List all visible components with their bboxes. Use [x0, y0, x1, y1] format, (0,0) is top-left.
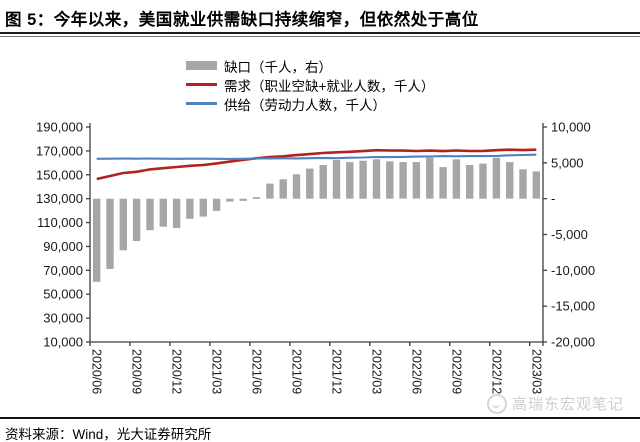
gap-bar	[492, 157, 501, 199]
right-axis-label: -10,000	[551, 263, 595, 278]
legend-item-demand: 需求（职业空缺+就业人数，千人）	[186, 75, 434, 94]
gap-bar	[239, 198, 247, 201]
gap-bar	[439, 167, 447, 199]
supply-line-swatch	[186, 102, 217, 105]
gap-bar	[93, 198, 101, 282]
x-axis-label: 2022/06	[409, 349, 423, 394]
left-axis-label: 90,000	[43, 239, 83, 254]
left-axis-label: 50,000	[43, 287, 83, 302]
supply-line	[96, 153, 537, 160]
demand-line-swatch	[186, 83, 217, 86]
gap-bar	[519, 169, 527, 199]
left-axis-label: 30,000	[43, 311, 83, 326]
gap-bar	[399, 162, 407, 199]
gap-bar	[199, 198, 207, 217]
left-axis-label: 190,000	[36, 120, 83, 135]
left-axis-label: 10,000	[43, 335, 83, 350]
left-axis-label: 170,000	[36, 143, 83, 158]
gap-bar	[426, 157, 434, 199]
legend-label-gap: 缺口（千人，右）	[224, 59, 332, 75]
x-axis-label: 2021/03	[210, 349, 224, 394]
gap-bar	[372, 159, 381, 199]
combo-chart: 190,000 170,000 150,000 130,000 110,000 90,00…	[0, 112, 640, 412]
gap-bar	[252, 197, 261, 199]
left-axis-label: 70,000	[43, 263, 83, 278]
gap-bar	[412, 162, 421, 199]
x-axis-label: 2023/03	[529, 349, 543, 394]
right-axis-label: 5,000	[551, 155, 584, 170]
left-axis-label: 130,000	[36, 191, 83, 206]
x-axis-label: 2022/03	[369, 349, 383, 394]
gap-bar	[226, 198, 234, 202]
gap-bar	[292, 174, 301, 199]
gap-bar	[186, 198, 194, 219]
right-axis-label: -	[551, 191, 555, 206]
figure-title: 图 5：今年以来，美国就业供需缺口持续缩窄，但依然处于高位	[5, 11, 479, 29]
gap-bar	[159, 198, 167, 227]
left-axis-label: 150,000	[36, 167, 83, 182]
gap-bar	[479, 163, 487, 199]
gap-bar	[359, 160, 367, 199]
watermark-logo-icon	[487, 393, 507, 414]
watermark-text: 高瑞东宏观笔记	[512, 396, 625, 413]
gap-bar	[346, 162, 354, 199]
watermark: 高瑞东宏观笔记	[487, 393, 624, 414]
legend-item-gap: 缺口（千人，右）	[186, 56, 434, 75]
chart-canvas: 190,000 170,000 150,000 130,000 110,000 90,00…	[36, 120, 595, 395]
gap-bar-swatch	[186, 61, 217, 70]
legend-item-supply: 供给（劳动力人数，千人）	[186, 94, 434, 113]
gap-bar	[306, 168, 314, 199]
gap-bar	[506, 162, 514, 199]
x-axis-label: 2021/06	[250, 349, 264, 394]
right-axis-label: -20,000	[551, 335, 595, 350]
gap-bar	[332, 160, 341, 199]
gap-bar	[532, 171, 540, 199]
left-axis-label: 110,000	[37, 215, 83, 230]
right-axis-label: -5,000	[551, 227, 588, 242]
legend-label-supply: 供给（劳动力人数，千人）	[224, 97, 386, 113]
gap-bar	[452, 159, 461, 199]
gap-bar	[319, 165, 327, 199]
footer-divider	[0, 417, 640, 419]
gap-bar	[279, 179, 287, 199]
source-note: 资料来源：Wind，光大证券研究所	[5, 427, 212, 442]
x-axis-label: 2021/09	[290, 349, 304, 394]
demand-line	[96, 148, 537, 181]
gap-bar	[172, 198, 181, 229]
gap-bar	[132, 198, 141, 241]
x-axis-label: 2020/09	[130, 349, 144, 394]
x-axis-label: 2022/09	[449, 349, 463, 394]
x-axis-label: 2022/12	[489, 349, 503, 394]
gap-bar	[386, 161, 394, 199]
x-axis-label: 2020/06	[90, 349, 104, 394]
gap-bar	[119, 198, 127, 251]
right-axis-label: 10,000	[551, 120, 591, 135]
gap-bar	[106, 198, 114, 269]
chart-legend: 缺口（千人，右） 需求（职业空缺+就业人数，千人） 供给（劳动力人数，千人）	[186, 56, 434, 113]
x-axis-label: 2021/12	[329, 349, 343, 394]
x-axis-label: 2020/12	[170, 349, 184, 394]
title-divider	[0, 32, 640, 37]
right-axis-label: -15,000	[551, 299, 595, 314]
gap-bar	[146, 198, 154, 231]
gap-bar	[466, 165, 474, 199]
gap-bar	[266, 183, 274, 199]
gap-bar	[212, 198, 221, 211]
legend-label-demand: 需求（职业空缺+就业人数，千人）	[224, 78, 435, 94]
